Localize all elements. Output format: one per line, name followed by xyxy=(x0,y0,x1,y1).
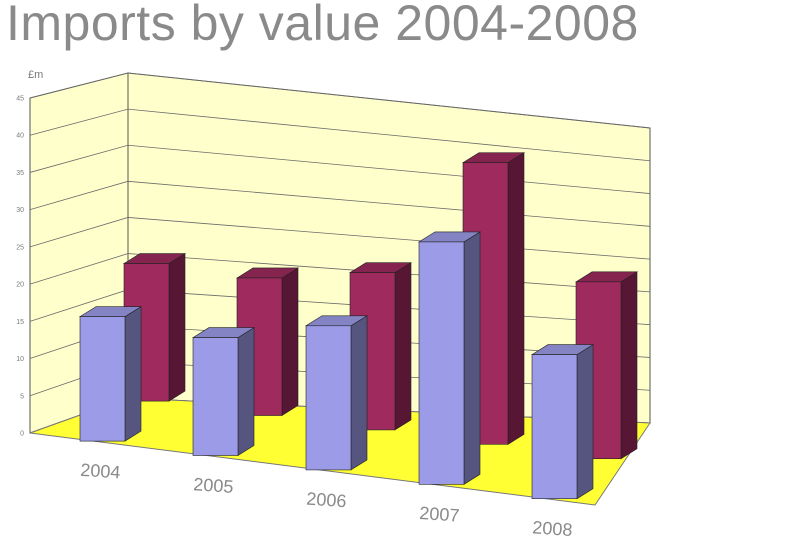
bar-side xyxy=(350,315,368,471)
y-tick-label: 45 xyxy=(16,96,24,103)
x-axis-labels: 2004 2005 2006 2007 2008 xyxy=(80,460,573,540)
bar-series-1-2007 xyxy=(417,231,482,485)
bar-front xyxy=(192,337,239,456)
y-tick-label: 40 xyxy=(16,133,24,140)
x-category-label: 2008 xyxy=(532,517,573,540)
bar-side xyxy=(124,306,142,442)
bar-side xyxy=(463,231,481,485)
y-tick-label: 15 xyxy=(16,319,24,326)
bar-series-1-2004 xyxy=(78,306,143,442)
y-tick-label: 10 xyxy=(16,356,24,363)
bar-series-1-2006 xyxy=(304,315,369,471)
bar-side xyxy=(394,262,412,431)
chart-title: Imports by value 2004-2008 xyxy=(6,0,639,51)
y-axis-ticks: 0 5 10 15 20 25 30 35 40 45 xyxy=(16,96,24,438)
bar-front xyxy=(79,316,126,442)
y-tick-label: 0 xyxy=(20,431,24,438)
y-tick-label: 35 xyxy=(16,170,24,177)
bar-series-1-2005 xyxy=(191,327,256,457)
x-category-label: 2004 xyxy=(80,460,121,483)
bar-front xyxy=(305,325,352,471)
y-tick-label: 20 xyxy=(16,282,24,289)
bar-side xyxy=(168,253,186,402)
y-axis-unit-label: £m xyxy=(28,69,43,81)
bar-side xyxy=(237,327,255,457)
x-category-label: 2006 xyxy=(306,489,347,512)
y-tick-label: 5 xyxy=(20,393,24,400)
bar-side xyxy=(620,271,638,460)
bar-front xyxy=(531,354,578,500)
y-tick-label: 25 xyxy=(16,244,24,251)
bar-series-1-2008 xyxy=(530,344,595,500)
bar-side xyxy=(281,267,299,417)
bar-side xyxy=(576,344,594,500)
x-category-label: 2007 xyxy=(419,503,460,526)
y-tick-label: 30 xyxy=(16,207,24,214)
bar-front xyxy=(418,241,465,485)
chart-bars xyxy=(78,152,639,500)
gridline xyxy=(29,72,651,129)
gridline xyxy=(29,108,651,162)
x-category-label: 2005 xyxy=(193,474,234,497)
bar-side xyxy=(507,152,525,445)
